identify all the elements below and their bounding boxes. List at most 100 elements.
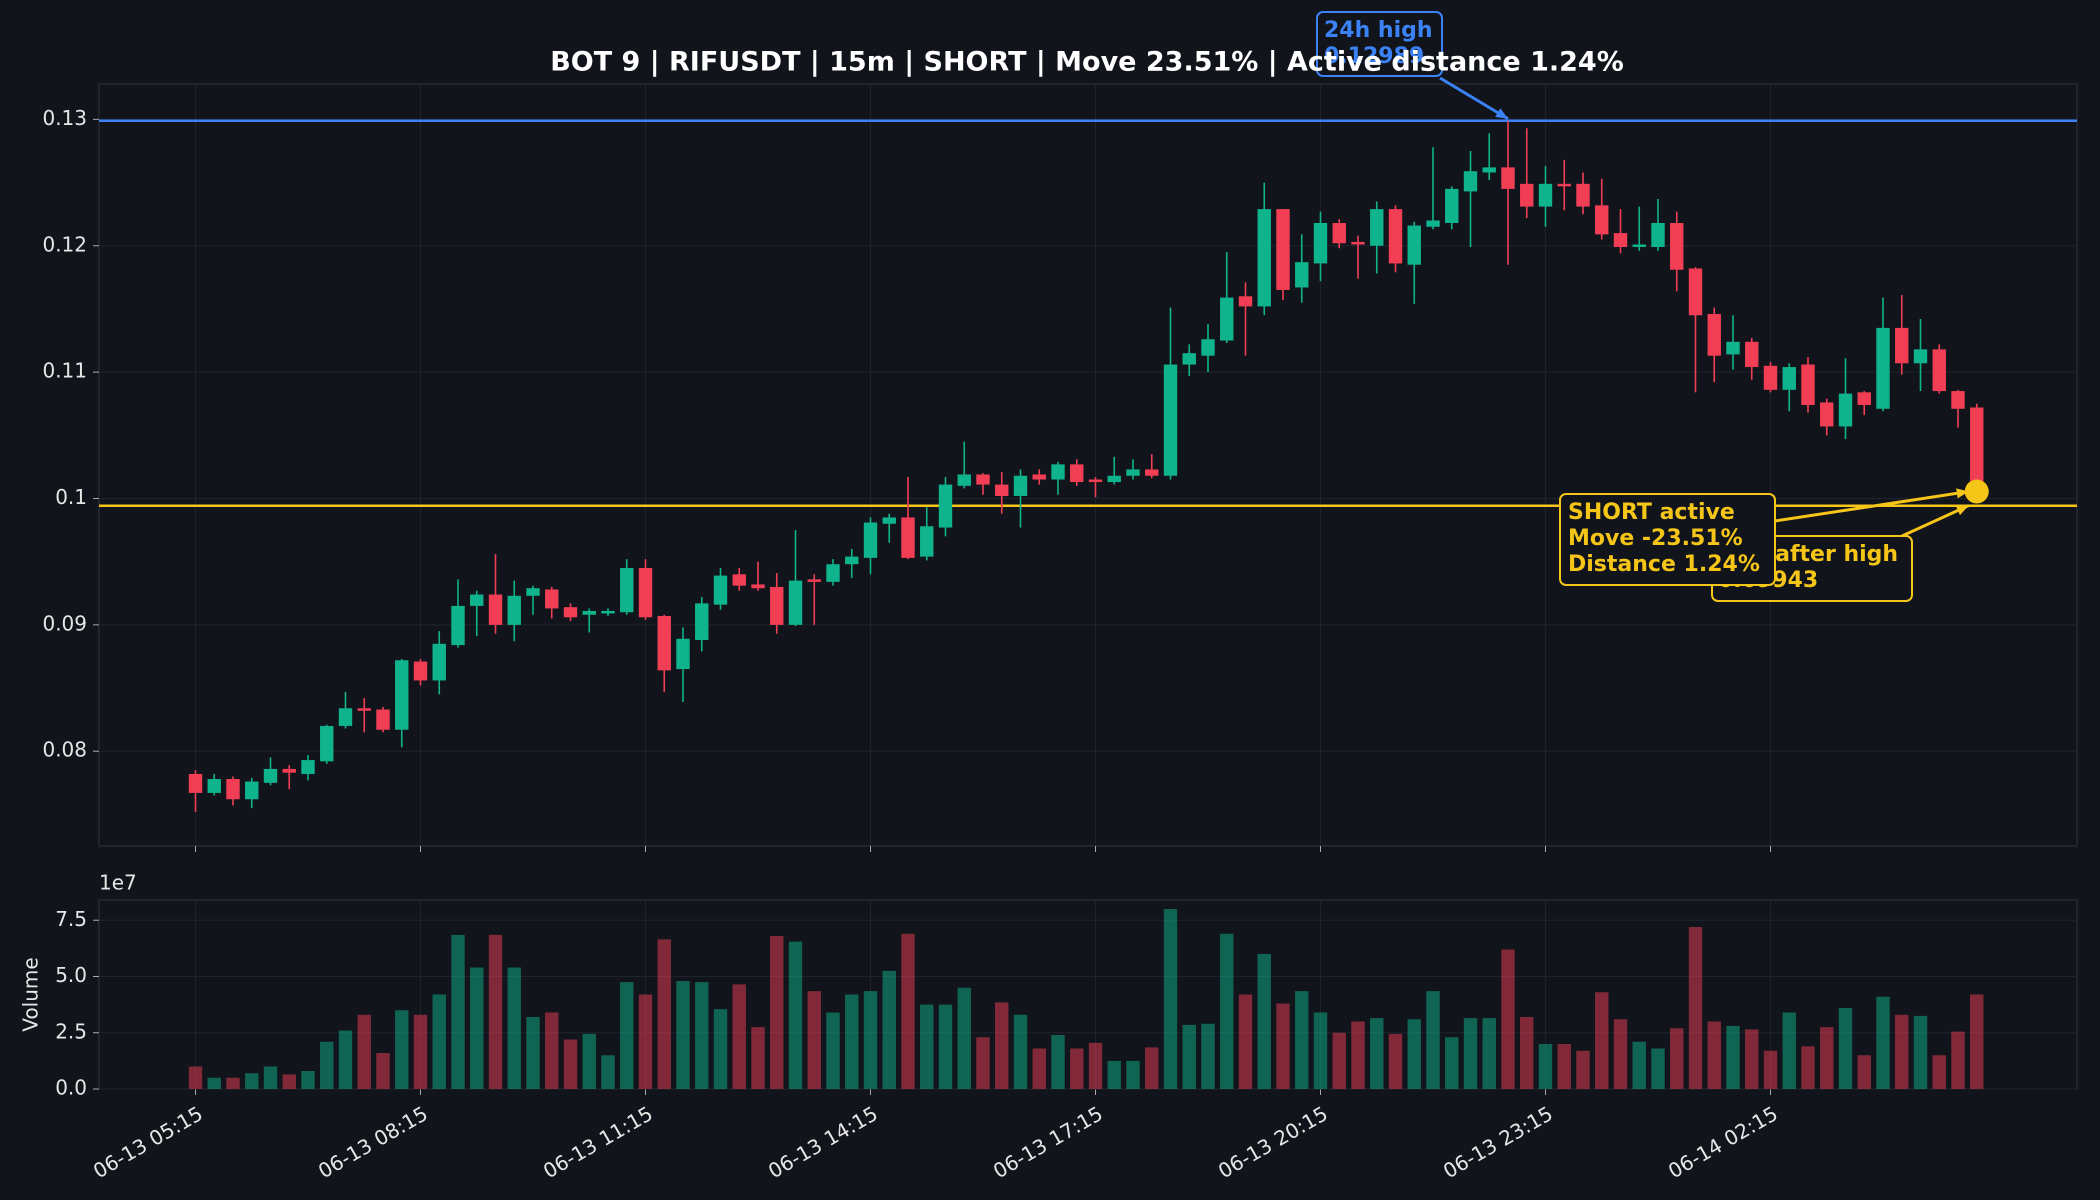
candle-body [1013, 475, 1028, 496]
candle-body [1895, 327, 1909, 364]
volume-bar [1370, 1018, 1384, 1089]
volume-bar [1613, 1019, 1628, 1089]
y-tick-label: 7.5 [55, 907, 87, 931]
volume-bar [788, 941, 803, 1089]
candle-body [1670, 223, 1684, 270]
high-annotation-box [1316, 11, 1443, 77]
candle-body [1388, 209, 1403, 264]
candle-body [638, 567, 653, 618]
volume-bar [470, 967, 484, 1089]
volume-bar [713, 1009, 728, 1089]
candle-body [1857, 392, 1871, 405]
volume-bar [1013, 1014, 1028, 1089]
candle-body [395, 660, 409, 730]
volume-bar [1145, 1047, 1159, 1089]
volume-bar [1745, 1029, 1759, 1089]
volume-bar [1838, 1008, 1853, 1089]
candle-body [1220, 297, 1234, 341]
candle-body [1463, 171, 1478, 192]
volume-bar [1313, 1012, 1328, 1089]
candle-body [807, 579, 821, 582]
candle-body [1576, 183, 1590, 207]
candle-body [863, 522, 878, 558]
candle-body [226, 779, 240, 800]
volume-bar [282, 1074, 296, 1089]
candle-body [1932, 349, 1946, 392]
candle-body [1313, 223, 1328, 264]
volume-bar [357, 1014, 371, 1089]
candle-body [1088, 479, 1103, 483]
candle-body [1238, 296, 1253, 307]
volume-bar [1182, 1024, 1196, 1089]
volume-bar [601, 1055, 615, 1089]
candle-body [1613, 233, 1628, 248]
y-tick-label: 5.0 [55, 963, 87, 987]
candle-body [413, 661, 428, 681]
volume-bar [901, 933, 915, 1089]
candle-body [1276, 209, 1290, 290]
volume-bar [1538, 1044, 1553, 1089]
volume-bar [1820, 1027, 1834, 1089]
volume-bar [1032, 1048, 1046, 1089]
candle-body [1295, 262, 1309, 288]
volume-bar [320, 1041, 334, 1089]
volume-bar [1070, 1048, 1084, 1089]
candle-body [957, 474, 971, 486]
status-box [1559, 493, 1776, 586]
high-arrow [1439, 76, 1509, 121]
candle-body [451, 605, 465, 646]
volume-bar [507, 967, 521, 1089]
volume-bar [451, 934, 465, 1089]
volume-bar [1088, 1042, 1103, 1089]
volume-bar [301, 1071, 315, 1089]
candle-body [207, 779, 221, 793]
volume-bar [1107, 1060, 1121, 1089]
candle-body [545, 589, 559, 609]
candle-body [563, 607, 578, 618]
volume-bar [432, 994, 446, 1089]
y-tick-label: 0.0 [55, 1076, 87, 1100]
candle-body [263, 768, 278, 783]
status-arrow [1774, 490, 1969, 523]
candle-body [432, 643, 446, 681]
volume-bar [1463, 1018, 1478, 1089]
volume-bar [1407, 1019, 1421, 1089]
candle-body [826, 564, 840, 582]
volume-bar [1876, 996, 1890, 1089]
candle-body [470, 594, 484, 606]
high-annotation-label: 24h high [1324, 18, 1433, 43]
volume-bar [1576, 1050, 1590, 1089]
candle-body [1370, 209, 1384, 246]
candle-body [751, 584, 765, 589]
low-arrow [1901, 504, 1970, 538]
volume-bar [1970, 994, 1984, 1089]
y-tick-label: 0.08 [42, 738, 87, 762]
candle-body [488, 594, 503, 625]
last-price-marker [1964, 479, 1989, 504]
volume-bar [1520, 1017, 1534, 1089]
status-line: SHORT active [1568, 500, 1735, 525]
low-arrow-head [1955, 505, 1969, 516]
candle-body [376, 709, 390, 730]
volume-bar [1670, 1028, 1684, 1089]
volume-bar [1688, 927, 1703, 1089]
volume-bar [1388, 1033, 1403, 1089]
price-panel [98, 83, 2078, 847]
volume-bar [1295, 991, 1309, 1089]
candle-body [713, 575, 728, 605]
candle-body [788, 580, 803, 625]
candle-body [1557, 183, 1571, 187]
candle-body [188, 773, 203, 793]
volume-bar [1163, 909, 1178, 1089]
candle-body [1838, 393, 1853, 427]
high-arrow-head [1495, 108, 1508, 119]
y-tick-label: 0.12 [42, 232, 87, 256]
candle-body [1426, 220, 1440, 227]
volume-bar [1445, 1037, 1459, 1089]
volume-bar [638, 994, 653, 1089]
candle-body [695, 603, 709, 641]
volume-bar [1351, 1021, 1365, 1089]
volume-bar [1426, 991, 1440, 1089]
candle-body [582, 610, 596, 615]
volume-bar [1220, 933, 1234, 1089]
